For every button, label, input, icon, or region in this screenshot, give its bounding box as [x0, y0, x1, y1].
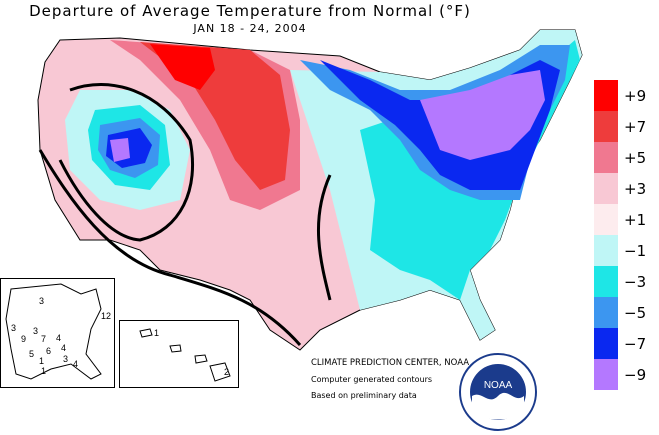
legend-item: +9	[594, 80, 658, 111]
legend-item: +1	[594, 204, 658, 235]
alaska-contour-label: 4	[73, 359, 78, 369]
alaska-contour-label: 7	[41, 334, 46, 344]
legend-swatch	[594, 297, 618, 328]
legend-swatch	[594, 142, 618, 173]
hawaii-contour-label: 2	[224, 367, 229, 377]
legend-item: −3	[594, 266, 658, 297]
legend-swatch	[594, 111, 618, 142]
zero-contour-central	[316, 174, 332, 301]
legend-item: −7	[594, 328, 658, 359]
map-date: JAN 18 - 24, 2004	[193, 22, 307, 35]
hawaii-contour-label: 1	[154, 328, 159, 338]
legend-label: +5	[624, 148, 647, 167]
zero-contour-southwest	[38, 149, 302, 346]
region-plus7	[140, 42, 290, 190]
legend-swatch	[594, 204, 618, 235]
alaska-contour-label: 3	[63, 354, 68, 364]
alaska-contour-label: 4	[56, 333, 61, 343]
hawaii-map: 12	[139, 328, 231, 382]
legend-label: −3	[624, 272, 647, 291]
legend-item: −1	[594, 235, 658, 266]
alaska-contour-label: 5	[29, 349, 34, 359]
alaska-contour-label: 4	[61, 343, 66, 353]
legend-swatch	[594, 359, 618, 390]
legend-item: −5	[594, 297, 658, 328]
legend-item: −9	[594, 359, 658, 390]
legend-item: +5	[594, 142, 658, 173]
legend-swatch	[594, 173, 618, 204]
alaska-inset: 3 12 3 3 4 9 7 4 5 6 1 3 4 1	[0, 278, 115, 388]
alaska-contour-label: 3	[39, 296, 44, 306]
region-rockies-minus9	[110, 138, 130, 162]
legend-label: −5	[624, 303, 647, 322]
legend-swatch	[594, 80, 618, 111]
legend-label: +1	[624, 210, 647, 229]
credit-line2: Computer generated contours	[311, 375, 433, 384]
region-plus9	[150, 44, 215, 90]
legend-label: +3	[624, 179, 647, 198]
legend-swatch	[594, 235, 618, 266]
alaska-contour-label: 1	[41, 366, 46, 376]
legend-label: −7	[624, 334, 647, 353]
noaa-logo-text: NOAA	[484, 380, 513, 391]
credit-line3: Based on preliminary data	[311, 391, 417, 400]
alaska-contour-label: 12	[101, 311, 111, 321]
zero-contour-west	[58, 82, 195, 242]
legend-label: +7	[624, 117, 647, 136]
legend: +9 +7 +5 +3 +1 −1 −3 −5 −7 −9	[594, 80, 658, 390]
alaska-contour-label: 6	[46, 346, 51, 356]
legend-item: +7	[594, 111, 658, 142]
alaska-contour-label: 3	[11, 323, 16, 333]
legend-swatch	[594, 266, 618, 297]
alaska-contour-label: 9	[21, 334, 26, 344]
legend-label: −9	[624, 365, 647, 384]
region-minus9	[420, 70, 545, 160]
map-title: Departure of Average Temperature from No…	[29, 2, 471, 20]
alaska-contour-label: 3	[33, 326, 38, 336]
legend-label: −1	[624, 241, 647, 260]
noaa-logo: NOAA	[459, 353, 537, 431]
credit-org: CLIMATE PREDICTION CENTER, NOAA	[311, 358, 470, 368]
legend-swatch	[594, 328, 618, 359]
alaska-contour-label: 1	[39, 356, 44, 366]
legend-item: +3	[594, 173, 658, 204]
legend-label: +9	[624, 86, 647, 105]
